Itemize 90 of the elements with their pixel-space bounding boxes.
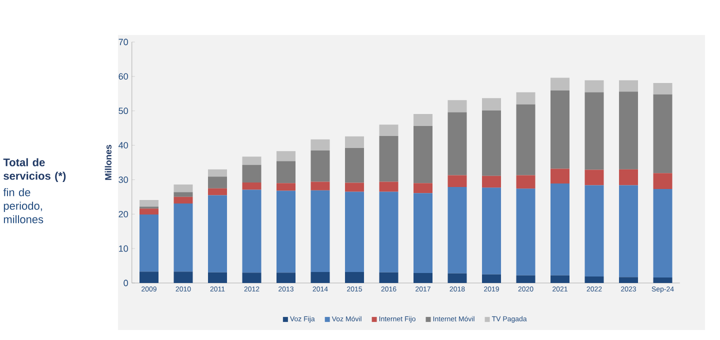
bar [276,190,296,273]
bar [584,276,604,283]
bar [310,182,330,190]
bar [516,104,536,176]
bar [482,176,502,188]
bar [140,214,159,272]
bar [619,185,638,278]
bar [345,136,364,148]
bar [516,92,536,104]
bar [174,184,193,192]
bar [140,200,159,207]
y-tick-label: 20 [118,210,128,218]
bar [550,184,570,276]
bar [242,272,262,283]
y-tick-label: 0 [124,280,128,286]
y-tick-label: 60 [118,73,128,80]
y-axis-title: Millones [104,144,112,180]
bar [276,272,296,283]
bar [584,80,604,92]
bar [140,208,159,214]
bar [414,193,433,274]
bar [550,78,570,91]
bar [516,188,536,276]
bar [345,182,364,192]
bar [619,169,638,186]
bar [174,192,193,197]
bar [482,188,502,274]
bar [379,124,398,136]
bar [379,136,398,182]
bar [208,195,228,272]
bar [276,161,296,184]
bar [174,203,193,272]
bar [516,275,536,283]
bar [414,273,433,283]
bar [619,277,638,283]
bar [653,189,672,278]
bar [619,80,638,92]
bar [379,272,398,283]
bar [653,173,672,190]
bar [310,272,330,283]
bar [584,185,604,276]
bar [550,275,570,283]
y-tick-label: 50 [118,108,128,114]
text: fin de periodo, millones [3,188,44,224]
y-tick-label: 30 [118,176,128,183]
bar [208,169,228,177]
bar [414,126,433,184]
bar [242,190,262,273]
bar [242,164,262,182]
bar [584,92,604,170]
bar [482,110,502,176]
bar [242,182,262,190]
bar [414,114,433,126]
bar [414,183,433,194]
bar [345,148,364,183]
bar [550,90,570,169]
bar [482,98,502,111]
bar [482,274,502,283]
bar [448,112,467,176]
bar [276,183,296,191]
bar [619,92,638,170]
bar [174,272,193,283]
bar [345,192,364,272]
bar [208,176,228,188]
bar [345,272,364,283]
y-tick-label: 10 [119,245,128,252]
bar [310,190,330,272]
bar [276,151,296,162]
bar [242,156,262,165]
y-tick-label: 40 [118,142,128,148]
bar [379,182,398,192]
bar [174,196,193,204]
bar [310,139,330,150]
bar [448,100,467,112]
bar [140,272,159,283]
bar [208,272,228,283]
bar [379,192,398,272]
bar [653,94,672,174]
bar [584,170,604,186]
bar [208,188,228,196]
bar [653,82,672,94]
text: Total de servicios (*) [3,158,66,182]
bar [448,186,467,274]
bar [653,277,672,283]
bar [310,150,330,182]
bar [516,175,536,189]
bar [550,168,570,184]
bar [448,175,467,187]
bar [448,273,467,283]
y-tick-label: 70 [118,38,128,46]
